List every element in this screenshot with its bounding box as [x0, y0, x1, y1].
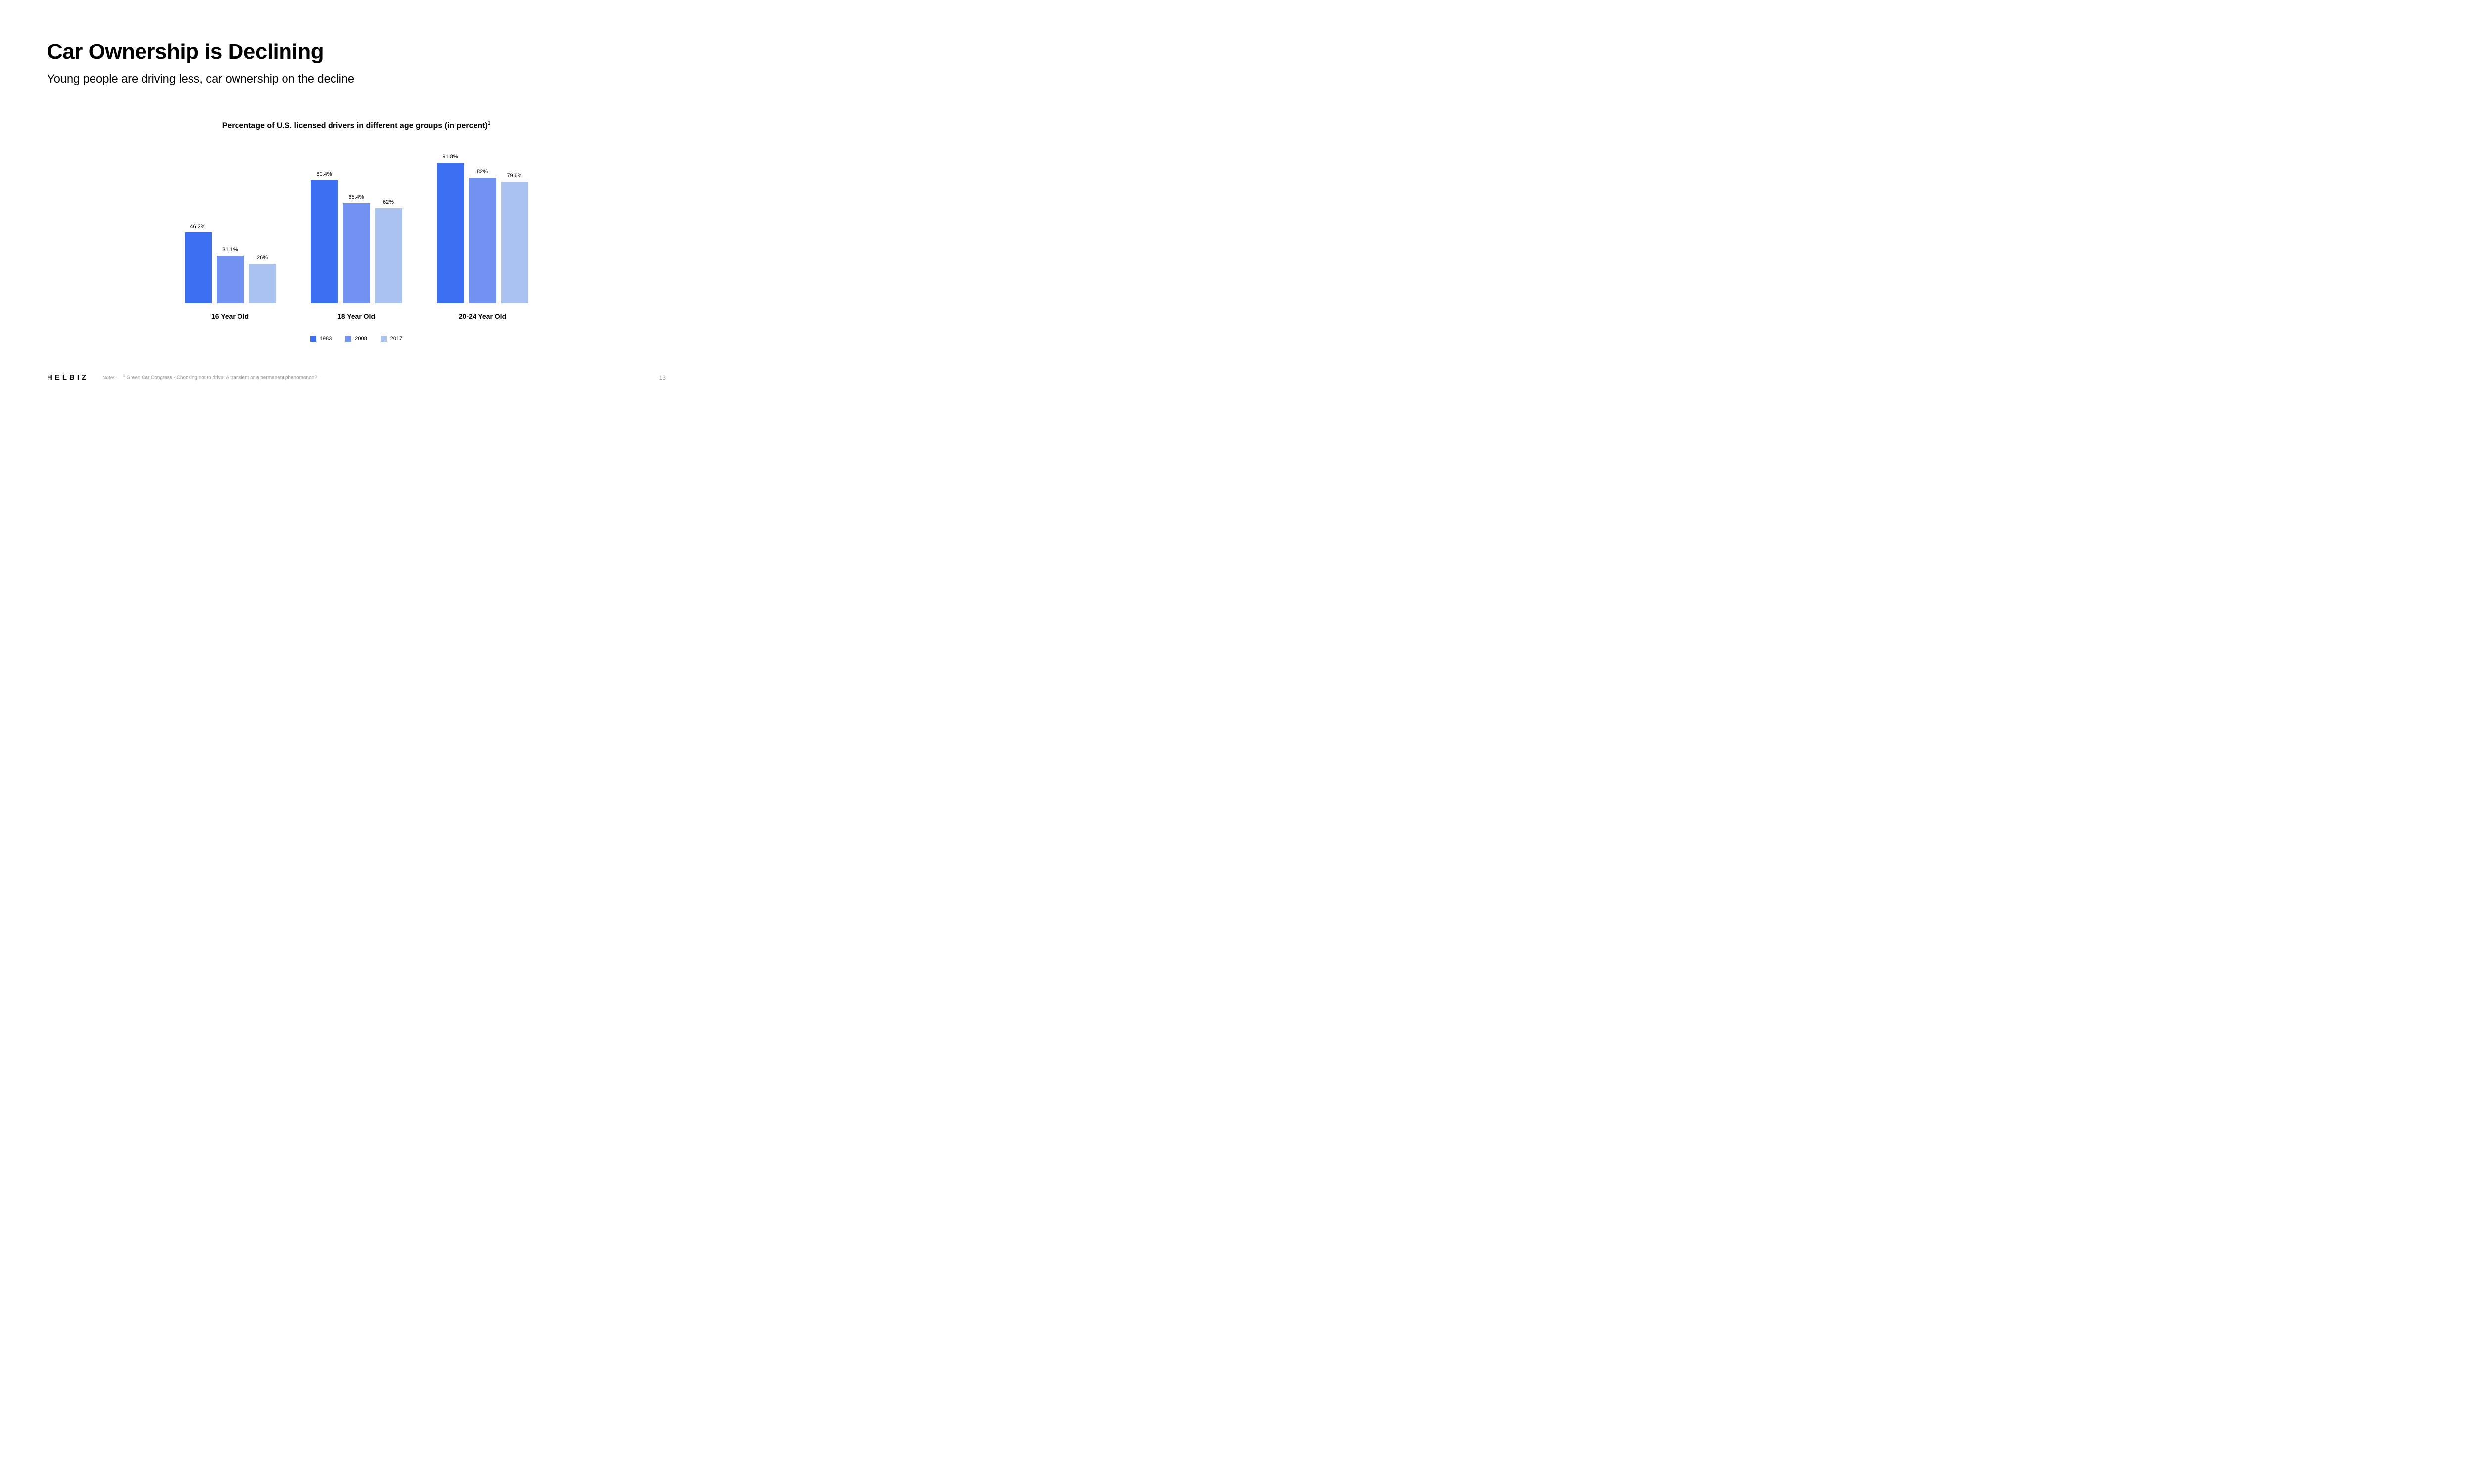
- bar-wrap: 80.4%: [311, 150, 338, 303]
- bar: [249, 264, 276, 304]
- legend-item: 1983: [310, 336, 332, 342]
- legend-item: 2017: [381, 336, 402, 342]
- legend-label: 2017: [390, 336, 402, 342]
- group-label: 18 Year Old: [337, 312, 375, 320]
- chart-title-sup: 1: [488, 121, 491, 126]
- brand-logo: HELBIZ: [47, 373, 89, 382]
- notes-label: Notes:: [102, 375, 117, 381]
- footer-left: HELBIZ Notes: 1 Green Car Congress - Cho…: [47, 373, 317, 382]
- bar-value-label: 65.4%: [348, 194, 364, 200]
- chart-container: Percentage of U.S. licensed drivers in d…: [47, 121, 666, 342]
- bar: [311, 180, 338, 303]
- chart-groups: 46.2% 31.1% 26% 16 Year Old 80.4% 65.4% 62% 18 …: [185, 150, 528, 320]
- bar-group: 91.8% 82% 79.6% 20-24 Year Old: [437, 150, 528, 320]
- legend-label: 2008: [355, 336, 367, 342]
- bar-group-bars: 80.4% 65.4% 62%: [311, 150, 402, 303]
- notes-text: Green Car Congress - Choosing not to dri…: [127, 375, 317, 381]
- chart-title: Percentage of U.S. licensed drivers in d…: [222, 121, 491, 130]
- slide: Car Ownership is Declining Young people …: [0, 0, 713, 401]
- group-label: 20-24 Year Old: [459, 312, 506, 320]
- bar-value-label: 26%: [257, 255, 268, 261]
- bar-value-label: 91.8%: [442, 154, 458, 160]
- bar-wrap: 26%: [249, 150, 276, 303]
- bar: [469, 178, 496, 303]
- bar-wrap: 82%: [469, 150, 496, 303]
- bar-value-label: 80.4%: [316, 171, 332, 177]
- legend-label: 1983: [320, 336, 332, 342]
- bar-group-bars: 91.8% 82% 79.6%: [437, 150, 528, 303]
- bar-wrap: 91.8%: [437, 150, 464, 303]
- bar-wrap: 31.1%: [217, 150, 244, 303]
- slide-subtitle: Young people are driving less, car owner…: [47, 72, 666, 86]
- bar: [217, 256, 244, 303]
- bar-group-bars: 46.2% 31.1% 26%: [185, 150, 276, 303]
- bar-wrap: 65.4%: [343, 150, 370, 303]
- bar-group: 80.4% 65.4% 62% 18 Year Old: [311, 150, 402, 320]
- notes-sup: 1: [123, 374, 125, 378]
- group-label: 16 Year Old: [211, 312, 249, 320]
- slide-title: Car Ownership is Declining: [47, 40, 666, 64]
- bar-group: 46.2% 31.1% 26% 16 Year Old: [185, 150, 276, 320]
- bar: [185, 232, 212, 303]
- bar-wrap: 79.6%: [501, 150, 528, 303]
- bar-wrap: 62%: [375, 150, 402, 303]
- bar: [501, 182, 528, 304]
- bar-value-label: 79.6%: [507, 173, 522, 179]
- legend-swatch: [345, 336, 351, 342]
- bar: [437, 163, 464, 304]
- chart-legend: 1983 2008 2017: [310, 336, 402, 342]
- legend-swatch: [310, 336, 316, 342]
- chart-title-text: Percentage of U.S. licensed drivers in d…: [222, 121, 488, 130]
- bar-value-label: 46.2%: [190, 224, 205, 230]
- legend-item: 2008: [345, 336, 367, 342]
- legend-swatch: [381, 336, 387, 342]
- footer-notes: Notes: 1 Green Car Congress - Choosing n…: [102, 374, 317, 380]
- bar: [343, 203, 370, 304]
- page-number: 13: [659, 374, 666, 381]
- footer: HELBIZ Notes: 1 Green Car Congress - Cho…: [47, 373, 666, 382]
- bar-value-label: 82%: [477, 169, 488, 175]
- bar-value-label: 31.1%: [222, 247, 238, 253]
- bar-wrap: 46.2%: [185, 150, 212, 303]
- bar-value-label: 62%: [383, 199, 394, 205]
- bar: [375, 208, 402, 303]
